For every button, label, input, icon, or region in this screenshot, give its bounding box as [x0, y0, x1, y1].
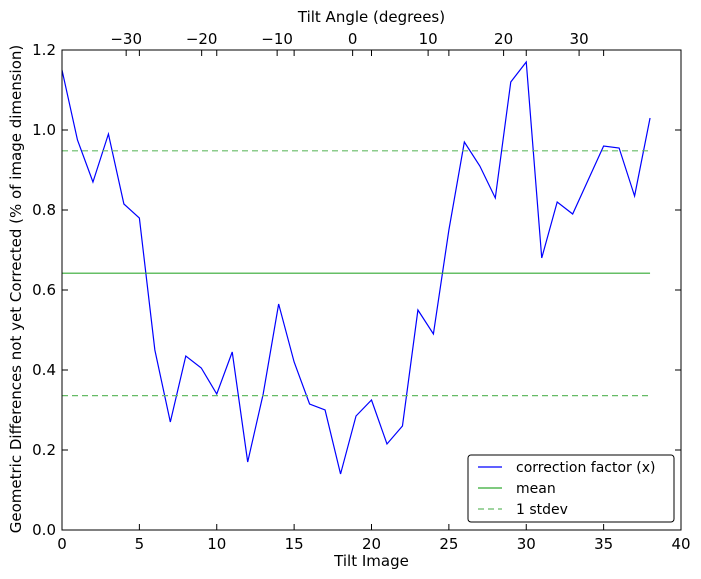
y-tick-label: 0.6 [32, 281, 56, 299]
x-tick-label: 20 [362, 535, 381, 553]
top-tick-label: 20 [494, 30, 513, 48]
y-tick-label: 1.2 [32, 41, 56, 59]
y-tick-label: 0.0 [32, 521, 56, 539]
y-tick-label: 0.4 [32, 361, 56, 379]
series-line-0 [61, 60, 651, 475]
x-axis-title: Tilt Image [333, 552, 409, 570]
top-tick-label: 0 [348, 30, 358, 48]
y-tick-label: 0.8 [32, 201, 56, 219]
y-tick-label: 0.2 [32, 441, 56, 459]
x-tick-label: 30 [517, 535, 536, 553]
plot-marks [61, 60, 651, 475]
x-tick-label: 5 [135, 535, 145, 553]
x-tick-label: 25 [439, 535, 458, 553]
top-tick-label: 30 [570, 30, 589, 48]
legend: correction factor (x) mean 1 stdev [467, 454, 675, 523]
x-tick-label: 10 [207, 535, 226, 553]
axis-ticks: 0 5 10 15 20 25 30 35 40 0.0 0.2 0.4 0.6 0.8 1.0 1.2 −30… [32, 30, 690, 553]
top-tick-label: −30 [110, 30, 142, 48]
x-tick-label: 35 [594, 535, 613, 553]
y-axis-title: Geometric Differences not yet Corrected … [7, 45, 25, 534]
y-tick-label: 1.0 [32, 121, 56, 139]
top-tick-label: −20 [186, 30, 218, 48]
legend-label-0: correction factor (x) [516, 460, 655, 476]
x-tick-label: 15 [285, 535, 304, 553]
top-tick-label: −10 [261, 30, 293, 48]
legend-label-2: 1 stdev [516, 502, 568, 518]
x-tick-label: 0 [57, 535, 67, 553]
legend-box [467, 454, 675, 523]
top-axis-title: Tilt Angle (degrees) [297, 8, 445, 26]
top-tick-label: 10 [419, 30, 438, 48]
x-tick-label: 40 [671, 535, 690, 553]
legend-label-1: mean [516, 481, 556, 497]
